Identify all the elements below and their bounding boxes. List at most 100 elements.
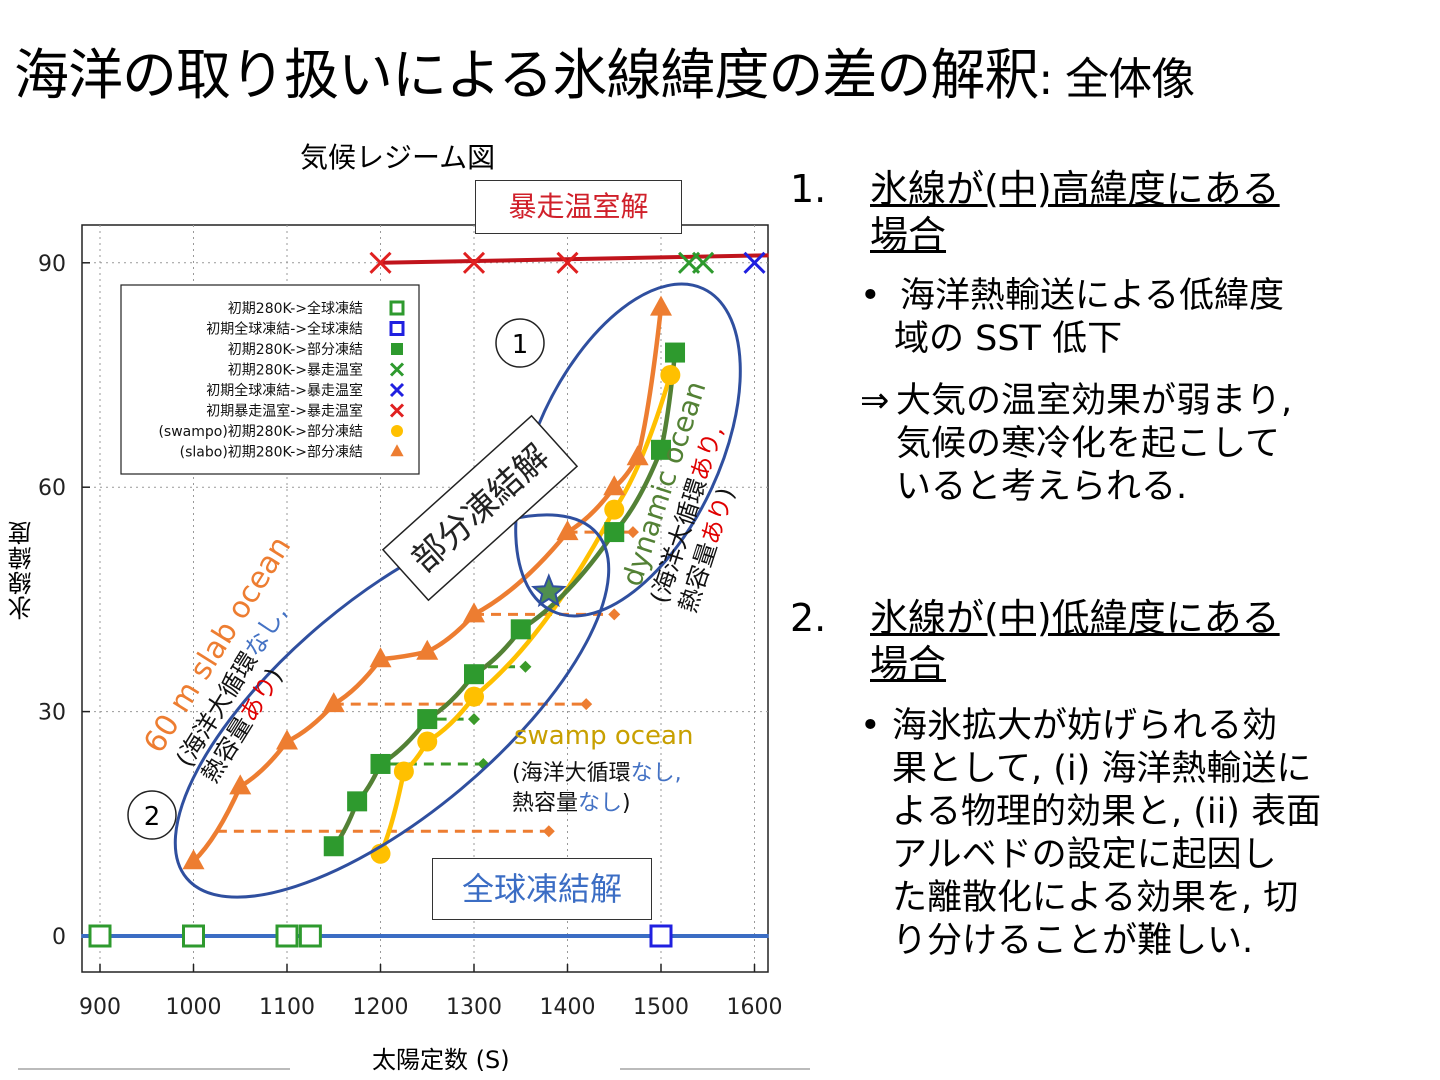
- swamp-label-line3a: 熱容量: [512, 791, 578, 816]
- data-point: [463, 602, 485, 623]
- data-point: [692, 251, 715, 274]
- climate-regime-chart: 900 1000 1100 1200 1300 1400 1500 1600 0 30 60 90 初…: [38, 224, 783, 1020]
- data-point: [347, 791, 368, 812]
- x-tick-label: 1200: [353, 995, 409, 1020]
- legend: 初期280K->全球凍結初期全球凍結->全球凍結初期280K->部分凍結初期28…: [158, 300, 405, 461]
- legend-marker-stroke: [389, 403, 405, 418]
- data-point: [322, 692, 345, 713]
- item2-bullet-line3: よる物理的効果と, (ii) 表面: [892, 792, 1322, 832]
- data-point: [743, 251, 766, 274]
- slab-ocean-curve: [191, 307, 664, 863]
- x-tick-label: 1300: [446, 995, 502, 1020]
- data-point: [275, 924, 299, 948]
- item1-heading-line2: 場合: [870, 213, 947, 257]
- y-tick-label: 60: [38, 476, 66, 501]
- legend-box: [120, 284, 420, 475]
- legend-marker: [389, 403, 405, 418]
- y-tick-label: 90: [38, 252, 66, 277]
- plot-frame: [81, 224, 769, 973]
- hysteresis-arrowhead: [468, 713, 480, 726]
- snowball-label: 全球凍結解: [432, 858, 652, 920]
- item2-bullet-line6: り分けることが難しい.: [892, 921, 1254, 961]
- item1-bullet-line1: 海洋熱輸送による低緯度: [900, 276, 1284, 316]
- data-point-stroke: [692, 251, 715, 274]
- data-point: [665, 342, 686, 363]
- data-point: [626, 445, 649, 466]
- x-tick-label: 1600: [727, 995, 783, 1020]
- ellipse-region-2: [173, 513, 611, 899]
- data-point: [369, 251, 392, 274]
- partial-freeze-text: 部分凍結解: [404, 437, 557, 580]
- data-point-stroke: [556, 251, 579, 274]
- data-point: [604, 522, 625, 543]
- item1-result-line3: いると考えられる.: [896, 467, 1188, 507]
- item1-bullet-line2: 域の SST 低下: [894, 319, 1123, 359]
- data-point: [660, 365, 681, 385]
- item2-bullet-line2: 果として, (i) 海洋熱輸送に: [892, 749, 1312, 789]
- slab-ocean-label: 60 m slab ocean (海洋大循環なし, 熱容量あり): [137, 530, 298, 787]
- item1-heading-line1: 氷線が(中)高緯度にある: [870, 167, 1280, 211]
- data-point: [462, 251, 486, 274]
- footer-divider-right: [620, 1068, 810, 1070]
- hysteresis-arrowhead: [580, 698, 593, 711]
- footer-divider-left: [18, 1068, 290, 1070]
- data-point: [276, 729, 298, 750]
- swamp-label-line3b: なし: [578, 791, 622, 816]
- svg-text:熱容量なし): 熱容量なし): [512, 791, 631, 816]
- legend-marker: [389, 362, 405, 377]
- legend-marker: [389, 382, 405, 398]
- swamp-ocean-label: swamp ocean (海洋大循環なし, 熱容量なし): [512, 721, 693, 816]
- circle-label-2-text: 2: [144, 802, 161, 832]
- bullet-dot: •: [860, 276, 881, 316]
- legend-label: 初期暴走温室->暴走温室: [206, 403, 363, 420]
- data-point: [393, 761, 414, 782]
- x-tick-label: 900: [79, 995, 121, 1020]
- item2-bullet-line1: 海氷拡大が妨げられる効: [892, 706, 1278, 746]
- legend-marker: [389, 321, 405, 336]
- data-markers: [88, 251, 766, 948]
- data-point: [370, 753, 391, 774]
- data-point: [556, 520, 579, 541]
- swamp-label-line2a: (海洋大循環: [512, 761, 631, 786]
- intersection-star-marker: [531, 573, 567, 608]
- swamp-label-line1: swamp ocean: [514, 721, 693, 751]
- item2-number: 2.: [790, 596, 827, 640]
- legend-marker: [391, 343, 403, 355]
- implies-arrow: ⇒: [860, 381, 890, 421]
- dynamic-ocean-curve: [332, 352, 678, 848]
- item2-heading-line1: 氷線が(中)低緯度にある: [870, 596, 1280, 640]
- data-point: [416, 639, 439, 660]
- legend-marker-stroke: [389, 382, 405, 398]
- data-point: [417, 709, 438, 730]
- circle-label-2: 2: [127, 790, 177, 840]
- swamp-label-line2b: なし,: [631, 761, 682, 786]
- slide-title-main: 海洋の取り扱いによる氷線緯度の差の解釈: [14, 43, 1039, 107]
- legend-marker-stroke: [389, 362, 405, 377]
- x-tick-label: 1000: [166, 995, 222, 1020]
- x-tick-label: 1400: [540, 995, 596, 1020]
- data-point: [464, 686, 484, 707]
- data-point: [182, 849, 205, 870]
- legend-label: 初期280K->部分凍結: [228, 341, 363, 358]
- legend-label: 初期全球凍結->全球凍結: [206, 321, 363, 338]
- data-point-stroke: [743, 251, 766, 274]
- item2-heading-line2: 場合: [870, 642, 947, 686]
- circle-label-1-text: 1: [512, 330, 529, 360]
- data-point-stroke: [462, 251, 486, 274]
- bullet-dot: •: [860, 706, 881, 746]
- chart-title: 気候レジーム図: [300, 141, 496, 174]
- axis-ticks: 900 1000 1100 1200 1300 1400 1500 1600 0 30 60 90: [38, 252, 783, 1020]
- y-axis-title: 氷線緯度: [8, 520, 36, 620]
- hysteresis-arrowhead: [542, 825, 555, 838]
- data-point: [323, 836, 344, 857]
- hysteresis-arrowhead: [608, 608, 621, 621]
- data-point: [556, 251, 579, 274]
- data-point: [464, 664, 484, 685]
- legend-label: (slabo)初期280K->部分凍結: [180, 444, 363, 461]
- x-tick-label: 1500: [633, 995, 689, 1020]
- data-point: [182, 924, 205, 948]
- slide-title-suffix: : 全体像: [1038, 54, 1195, 105]
- legend-label: (swampo)初期280K->部分凍結: [158, 423, 363, 440]
- runaway-line: [380, 253, 769, 265]
- item1-number: 1.: [790, 167, 827, 211]
